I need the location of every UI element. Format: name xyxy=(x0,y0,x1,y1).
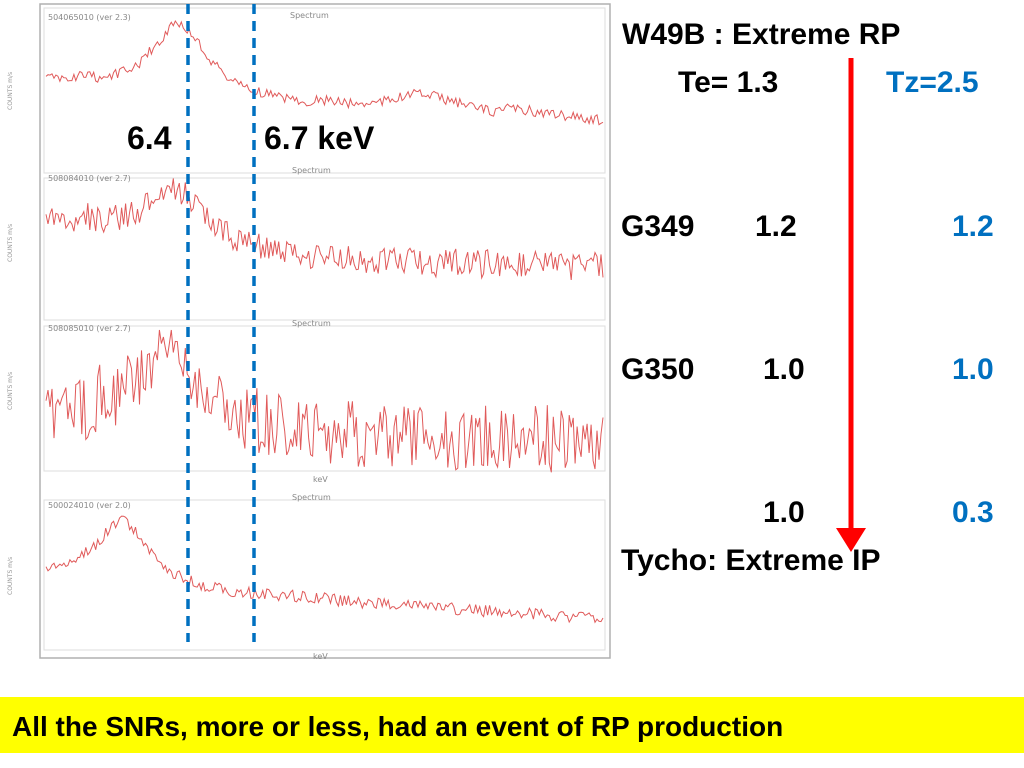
panel-3-title: Spectrum xyxy=(292,319,331,328)
g350-te: 1.0 xyxy=(763,353,805,386)
g350-tz: 1.0 xyxy=(952,353,994,386)
g349-name: G349 xyxy=(621,210,695,243)
panel-2-ylabel: COUNTS m/s xyxy=(7,224,14,262)
w49b-tz: Tz=2.5 xyxy=(886,66,979,99)
tycho-label: Tycho: Extreme IP xyxy=(621,544,881,577)
panel-3-frame xyxy=(43,325,606,472)
spectrum-panel-2: 508084010 (ver 2.7) Spectrum COUNTS m/s xyxy=(7,166,606,321)
tycho-te: 1.0 xyxy=(763,496,805,529)
panel-1-title: Spectrum xyxy=(290,11,329,20)
panel-4-ylabel: COUNTS m/s xyxy=(7,557,14,595)
arrow-head xyxy=(836,528,866,552)
panel-3-ylabel: COUNTS m/s xyxy=(7,372,14,410)
spectrum-line-2 xyxy=(45,178,604,281)
g350-name: G350 xyxy=(621,353,695,386)
spectrum-panel-1: 504065010 (ver 2.3) Spectrum COUNTS m/s xyxy=(7,7,606,174)
marker-label-6-7: 6.7 keV xyxy=(264,120,375,156)
tycho-tz: 0.3 xyxy=(952,496,994,529)
panel-2-label: 508084010 (ver 2.7) xyxy=(48,174,131,183)
panel-1-label: 504065010 (ver 2.3) xyxy=(48,13,131,22)
w49b-header: W49B : Extreme RP xyxy=(622,18,901,51)
panel-4-label: 500024010 (ver 2.0) xyxy=(48,501,131,510)
panel-3-label: 508085010 (ver 2.7) xyxy=(48,324,131,333)
figure-frame xyxy=(39,3,611,659)
spectrum-panel-4: 500024010 (ver 2.0) Spectrum COUNTS m/s … xyxy=(7,493,606,661)
spectrum-line-4 xyxy=(45,515,604,624)
spectrum-line-3 xyxy=(45,329,604,473)
spectrum-panel-3: 508085010 (ver 2.7) Spectrum COUNTS m/s … xyxy=(7,319,606,484)
panel-3-xlabel: keV xyxy=(313,475,328,484)
panel-1-ylabel: COUNTS m/s xyxy=(7,72,14,110)
g349-tz: 1.2 xyxy=(952,210,994,243)
marker-label-6-4: 6.4 xyxy=(127,120,172,156)
w49b-te: Te= 1.3 xyxy=(678,66,779,99)
conclusion-banner: All the SNRs, more or less, had an event… xyxy=(0,697,1024,753)
panel-1-frame xyxy=(43,7,606,174)
panel-2-frame xyxy=(43,177,606,321)
conclusion-text: All the SNRs, more or less, had an event… xyxy=(12,711,784,742)
panel-4-frame xyxy=(43,499,606,651)
trend-arrow xyxy=(836,58,866,552)
panel-2-title: Spectrum xyxy=(292,166,331,175)
spectrum-line-1 xyxy=(45,19,604,126)
panel-4-title: Spectrum xyxy=(292,493,331,502)
g349-te: 1.2 xyxy=(755,210,797,243)
panel-4-xlabel: keV xyxy=(313,652,328,661)
